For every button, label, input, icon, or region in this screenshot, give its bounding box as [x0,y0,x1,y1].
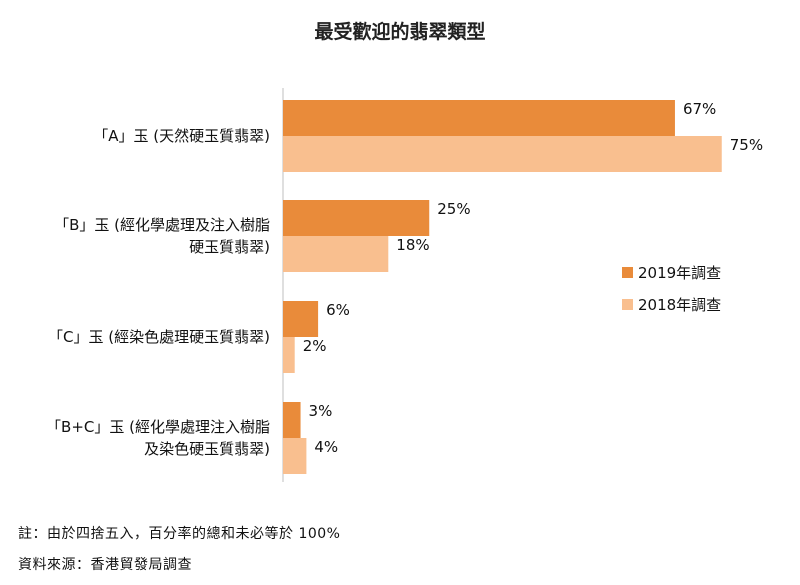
legend-label-1: 2019年調查 [638,264,721,282]
bar-series1-cat2 [283,200,430,236]
source-note: 資料來源：香港貿發局調查 [18,557,192,573]
bar-series2-cat4 [283,438,307,474]
data-label-series2-cat2: 18% [396,236,429,254]
legend-swatch-1 [622,267,633,278]
notes: 註：由於四捨五入，百分率的總和未必等於 100% 資料來源：香港貿發局調查 [18,522,340,584]
bar-series1-cat4 [283,402,301,438]
data-label-series1-cat3: 6% [326,301,350,319]
data-label-series2-cat1: 75% [730,136,763,154]
legend-label-2: 2018年調查 [638,296,721,314]
data-label-series2-cat3: 2% [303,337,327,355]
footnote: 註：由於四捨五入，百分率的總和未必等於 100% [18,526,341,542]
bar-series1-cat1 [283,100,675,136]
data-label-series1-cat2: 25% [437,200,470,218]
category-label-1-line-1: 「A」玉 (天然硬玉質翡翠) [93,127,270,145]
category-label-4-line-2: 及染色硬玉質翡翠) [144,440,270,458]
chart-title: 最受歡迎的翡翠類型 [314,21,486,43]
legend-swatch-2 [622,299,633,310]
category-label-2-line-2: 硬玉質翡翠) [189,238,270,256]
data-label-series2-cat4: 4% [314,438,338,456]
bar-chart: 67% 75% 「A」玉 (天然硬玉質翡翠) 25% 18% 「B」玉 (經化學處理及注入… [46,88,763,482]
data-label-series1-cat4: 3% [309,402,333,420]
category-label-2-line-1: 「B」玉 (經化學處理及注入樹脂 [54,216,270,234]
bar-series1-cat3 [283,301,319,337]
bar-series2-cat3 [283,337,295,373]
data-label-series1-cat1: 67% [683,100,716,118]
category-label-3-line-1: 「C」玉 (經染色處理硬玉質翡翠) [48,328,270,346]
bar-series2-cat2 [283,236,389,272]
bar-series2-cat1 [283,136,722,172]
category-label-4-line-1: 「B+C」玉 (經化學處理注入樹脂 [46,418,270,436]
